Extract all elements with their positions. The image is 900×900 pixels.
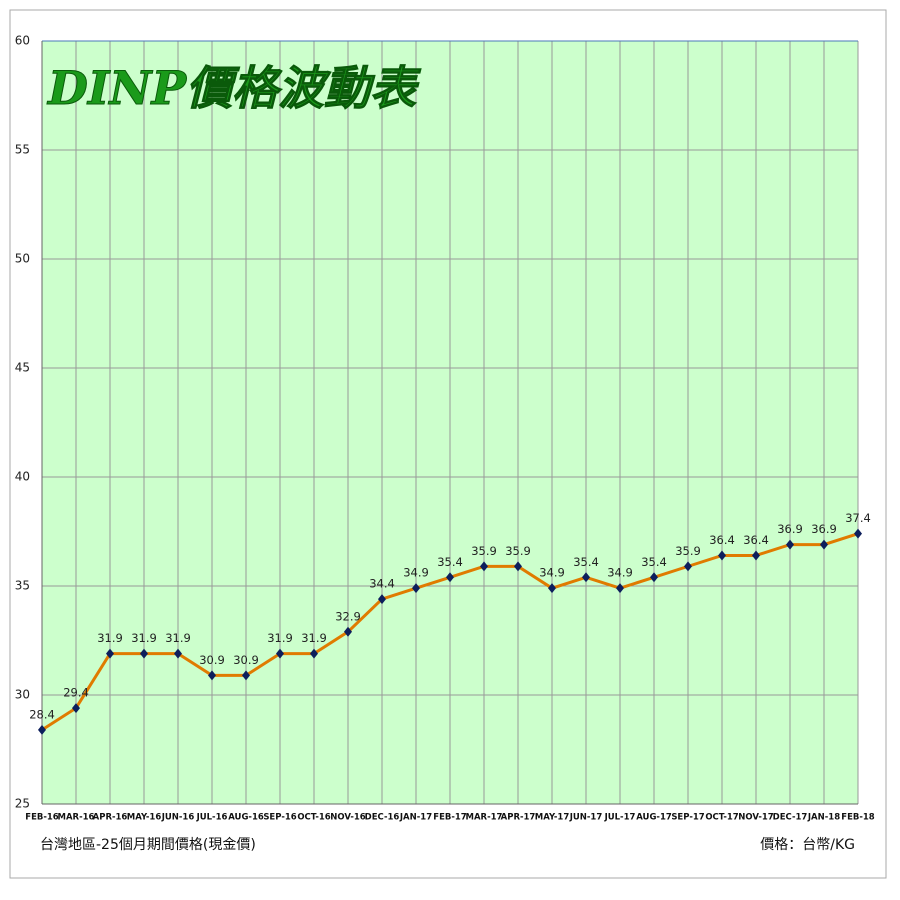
data-label: 35.4 [573, 555, 599, 569]
point [242, 670, 250, 681]
y-tick-label: 40 [15, 470, 30, 484]
point [344, 626, 352, 637]
y-tick-label: 30 [15, 688, 30, 702]
frame [9, 9, 887, 879]
x-tick-label: DEC-17 [773, 813, 808, 823]
x-tick-label: JAN-17 [399, 813, 432, 823]
data-label: 31.9 [165, 631, 191, 645]
x-tick-label: SEP-16 [263, 813, 296, 823]
data-label: 31.9 [267, 631, 293, 645]
data-label: 35.4 [641, 555, 667, 569]
data-label: 34.9 [539, 566, 565, 580]
point [582, 572, 590, 583]
data-label: 35.9 [505, 544, 531, 558]
x-tick-label: JUN-17 [569, 813, 603, 823]
data-label: 36.9 [811, 522, 837, 536]
data-label: 34.9 [607, 566, 633, 580]
point [412, 583, 420, 594]
x-tick-label: JUN-16 [161, 813, 195, 823]
data-label: 34.4 [369, 577, 395, 591]
x-tick-label: FEB-17 [433, 813, 467, 823]
data-label: 32.9 [335, 609, 361, 623]
x-tick-label: SEP-17 [671, 813, 704, 823]
data-label: 36.4 [743, 533, 769, 547]
x-tick-label: JUL-17 [604, 813, 636, 823]
point [106, 648, 114, 659]
data-label: 37.4 [845, 511, 871, 525]
data-label: 29.4 [63, 686, 89, 700]
point [752, 550, 760, 561]
data-label: 31.9 [97, 631, 123, 645]
point [650, 572, 658, 583]
unit-note: 價格：台幣/KG [760, 836, 855, 853]
point [480, 561, 488, 572]
point [684, 561, 692, 572]
data-label: 30.9 [199, 653, 225, 667]
point [854, 528, 862, 539]
x-tick-label: NOV-16 [330, 813, 366, 823]
point [72, 703, 80, 714]
data-label: 35.9 [675, 544, 701, 558]
data-label: 28.4 [29, 707, 55, 721]
point [616, 583, 624, 594]
point [310, 648, 318, 659]
data-label: 31.9 [301, 631, 327, 645]
point [378, 594, 386, 605]
x-tick-label: MAR-17 [466, 813, 503, 823]
data-label: 36.9 [777, 522, 803, 536]
point [174, 648, 182, 659]
point [140, 648, 148, 659]
x-tick-label: OCT-16 [297, 813, 330, 823]
data-label: 35.4 [437, 555, 463, 569]
x-tick-label: JAN-18 [807, 813, 840, 823]
y-tick-label: 25 [15, 797, 30, 811]
point [38, 724, 46, 735]
x-tick-label: AUG-17 [636, 813, 672, 823]
point [514, 561, 522, 572]
x-tick-label: FEB-18 [841, 813, 875, 823]
x-tick-label: NOV-17 [738, 813, 774, 823]
subtitle: 台灣地區-25個月期間價格(現金價) [40, 836, 256, 853]
point [208, 670, 216, 681]
x-tick-label: MAR-16 [58, 813, 95, 823]
point [820, 539, 828, 550]
x-tick-label: APR-17 [501, 813, 536, 823]
point [276, 648, 284, 659]
x-tick-label: OCT-17 [705, 813, 738, 823]
point [548, 583, 556, 594]
y-tick-label: 45 [15, 361, 30, 375]
x-tick-label: JUL-16 [196, 813, 228, 823]
point [718, 550, 726, 561]
data-label: 35.9 [471, 544, 497, 558]
x-tick-label: AUG-16 [228, 813, 264, 823]
point [786, 539, 794, 550]
x-tick-label: DEC-16 [365, 813, 400, 823]
data-label: 30.9 [233, 653, 259, 667]
data-label: 31.9 [131, 631, 157, 645]
x-tick-label: MAY-17 [535, 813, 570, 823]
point [446, 572, 454, 583]
chart-title: DINP價格波動表 [46, 61, 422, 115]
x-tick-label: APR-16 [93, 813, 128, 823]
data-label: 34.9 [403, 566, 429, 580]
y-tick-label: 35 [15, 579, 30, 593]
y-tick-label: 50 [15, 252, 30, 266]
x-tick-label: MAY-16 [127, 813, 162, 823]
y-tick-label: 55 [15, 143, 30, 157]
y-tick-label: 60 [15, 34, 30, 48]
x-tick-label: FEB-16 [25, 813, 59, 823]
data-label: 36.4 [709, 533, 735, 547]
